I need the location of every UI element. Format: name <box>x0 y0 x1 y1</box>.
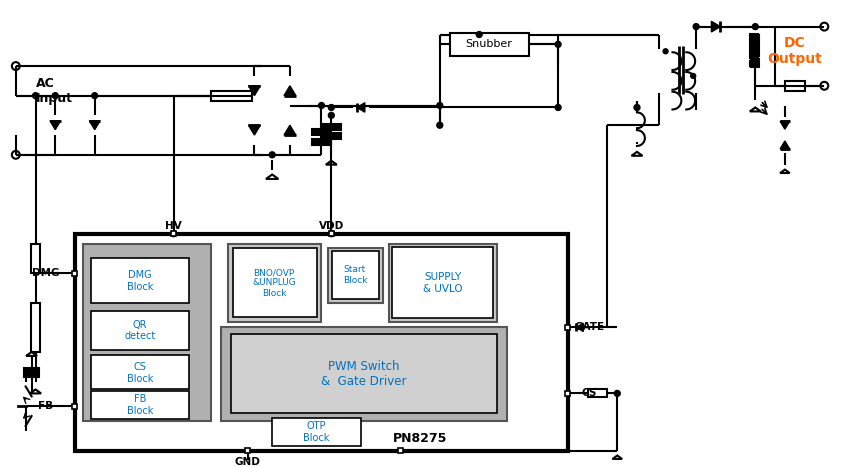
Polygon shape <box>780 141 790 149</box>
Bar <box>329 248 383 303</box>
Text: PN8275: PN8275 <box>393 432 447 445</box>
Circle shape <box>615 390 621 396</box>
Polygon shape <box>711 21 720 32</box>
Bar <box>91 258 189 303</box>
Circle shape <box>663 49 668 54</box>
Polygon shape <box>89 121 100 130</box>
Text: BNO/OVP
&UNPLUG
Block: BNO/OVP &UNPLUG Block <box>252 268 296 298</box>
Circle shape <box>555 42 561 47</box>
Circle shape <box>634 105 640 110</box>
Text: CS
Block: CS Block <box>127 362 153 383</box>
Polygon shape <box>576 323 583 332</box>
Circle shape <box>329 231 335 237</box>
Bar <box>91 355 189 389</box>
Bar <box>322 124 341 130</box>
Text: GATE: GATE <box>575 322 604 333</box>
Circle shape <box>318 103 324 108</box>
Bar <box>24 373 39 377</box>
Bar <box>83 244 211 421</box>
Circle shape <box>437 122 442 128</box>
Bar <box>231 334 497 413</box>
Bar <box>312 129 331 135</box>
Bar <box>322 133 341 139</box>
Bar <box>211 91 252 100</box>
Polygon shape <box>780 121 790 129</box>
Bar <box>72 271 77 276</box>
Bar <box>329 231 334 236</box>
Bar <box>751 35 759 56</box>
Bar <box>31 244 41 273</box>
Bar <box>233 248 317 318</box>
Bar <box>72 404 77 409</box>
Text: DMG
Block: DMG Block <box>127 270 153 292</box>
Circle shape <box>329 105 335 110</box>
Circle shape <box>555 105 561 110</box>
Text: HV: HV <box>166 221 182 231</box>
Circle shape <box>269 152 275 158</box>
Polygon shape <box>50 121 60 130</box>
Circle shape <box>691 73 695 78</box>
Bar <box>312 139 331 145</box>
Bar <box>389 244 497 322</box>
Text: PWM Switch
&  Gate Driver: PWM Switch & Gate Driver <box>321 360 407 388</box>
Bar <box>75 234 568 451</box>
Circle shape <box>752 24 758 29</box>
Text: VDD: VDD <box>318 221 344 231</box>
Circle shape <box>476 32 482 37</box>
Circle shape <box>32 92 38 99</box>
Bar <box>784 81 805 91</box>
Text: CS: CS <box>582 389 598 398</box>
Bar <box>751 59 759 67</box>
Text: DMG: DMG <box>31 268 59 278</box>
Text: FB: FB <box>38 401 53 411</box>
Bar <box>588 389 607 397</box>
Polygon shape <box>284 86 295 96</box>
Polygon shape <box>249 86 261 96</box>
Bar <box>31 303 41 352</box>
Circle shape <box>53 92 59 99</box>
Text: Snubber: Snubber <box>465 39 513 50</box>
Bar <box>221 327 507 421</box>
Text: AC
Input: AC Input <box>36 77 72 105</box>
Bar <box>228 244 322 322</box>
Bar <box>273 418 361 446</box>
Bar <box>751 61 758 66</box>
Circle shape <box>437 103 442 108</box>
Bar <box>751 34 758 58</box>
Bar <box>332 251 379 299</box>
Circle shape <box>92 92 98 99</box>
Bar <box>392 248 493 318</box>
Text: QR
detect: QR detect <box>125 319 155 341</box>
Bar <box>398 448 402 453</box>
Bar <box>24 368 39 372</box>
Circle shape <box>329 113 335 118</box>
Text: OTP
Block: OTP Block <box>303 421 329 443</box>
Bar <box>565 325 571 330</box>
Polygon shape <box>284 125 295 135</box>
Bar <box>91 391 189 419</box>
Text: FB
Block: FB Block <box>127 395 153 416</box>
Polygon shape <box>357 103 365 112</box>
Text: GND: GND <box>234 458 261 467</box>
Bar <box>245 448 250 453</box>
Circle shape <box>693 24 699 29</box>
Bar <box>565 391 571 396</box>
Circle shape <box>171 231 177 237</box>
Polygon shape <box>249 125 261 135</box>
Text: Start
Block: Start Block <box>343 265 368 285</box>
Text: DC
Output: DC Output <box>767 36 822 66</box>
Bar <box>171 231 176 236</box>
Text: SUPPLY
& UVLO: SUPPLY & UVLO <box>423 272 463 294</box>
Bar <box>91 311 189 350</box>
Bar <box>450 33 529 56</box>
